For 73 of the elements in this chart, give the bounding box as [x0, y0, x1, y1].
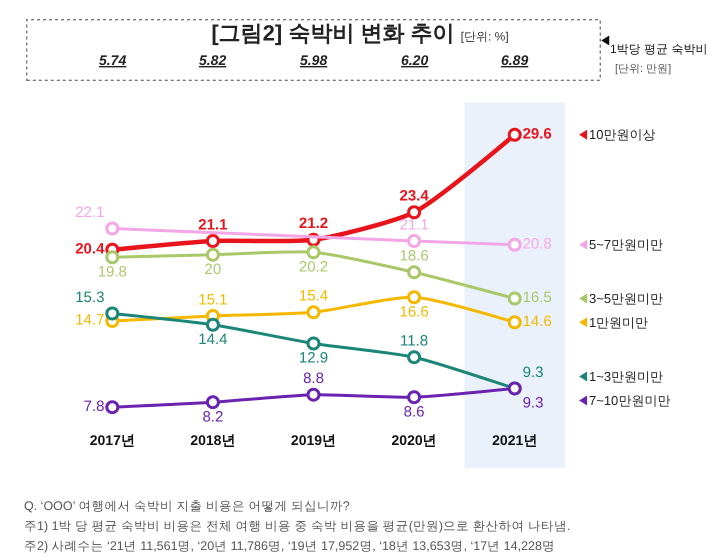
- data-label: 21.1: [198, 216, 228, 234]
- text: 1박당 평균 숙박비: [610, 42, 708, 56]
- data-label: 11.8: [400, 332, 428, 350]
- legend-label: 10만원이상: [589, 127, 656, 142]
- text: 6.89: [501, 52, 528, 68]
- text: 5.74: [99, 52, 126, 68]
- chart-subtitle: [단위: %]: [460, 30, 509, 44]
- legend-label: 1만원미만: [589, 315, 648, 330]
- point: [407, 205, 422, 220]
- data-label: 8.2: [202, 408, 224, 426]
- data-label: 21.2: [298, 215, 328, 232]
- point: [508, 128, 522, 142]
- data-label: 16.6: [400, 303, 429, 320]
- legend-label: 5~7만원미만: [589, 237, 664, 252]
- data-label: 14.6: [522, 312, 552, 330]
- point: [105, 222, 120, 236]
- data-label: 22.1: [75, 204, 104, 221]
- point: [105, 250, 120, 264]
- data-label: 7.8: [84, 398, 104, 415]
- data-label: 29.6: [522, 126, 552, 143]
- data-label: 19.8: [98, 263, 127, 280]
- legend-label: 3~5만원미만: [589, 291, 664, 306]
- point: [306, 336, 320, 350]
- point: [306, 245, 320, 260]
- legend-label: 1~3만원미만: [589, 369, 664, 384]
- data-label: 23.4: [400, 188, 430, 205]
- point: [206, 248, 220, 262]
- point: [206, 395, 220, 410]
- point: [508, 238, 522, 252]
- text: 5.82: [199, 52, 226, 68]
- text: Q. ‘OOO’ 여행에서 숙박비 지출 비용은 어떻게 되십니까?: [24, 499, 350, 513]
- text: [단위: 만원]: [615, 63, 672, 75]
- point: [407, 350, 422, 364]
- data-label: 15.3: [75, 288, 104, 306]
- text: 주1) 1박 당 평균 숙박비 비용은 전체 여행 비용 중 숙박 비용을 평균(만원)으로 환산하여 나타냄.: [24, 519, 570, 533]
- data-label: 12.9: [298, 350, 328, 367]
- chart-title: [그림2] 숙박비 변화 추이: [211, 20, 455, 46]
- data-label: 15.1: [198, 291, 228, 308]
- point: [306, 305, 320, 320]
- point: [508, 315, 522, 330]
- point: [105, 400, 120, 414]
- data-label: 14.4: [198, 330, 228, 348]
- legend-label: 7~10만원미만: [589, 393, 670, 408]
- data-label: 9.3: [522, 394, 544, 412]
- data-label: 8.8: [303, 370, 324, 388]
- point: [407, 234, 422, 248]
- point: [206, 318, 220, 332]
- data-label: 18.6: [400, 248, 429, 265]
- point: [407, 265, 422, 280]
- point: [508, 291, 522, 306]
- x-tick-label: 2021년: [492, 432, 538, 448]
- data-label: 8.6: [404, 403, 425, 420]
- data-label: 20.8: [522, 236, 552, 252]
- data-label: 20: [204, 260, 222, 278]
- point: [206, 234, 220, 248]
- x-tick-label: 2018년: [190, 432, 236, 448]
- data-label: 15.4: [298, 288, 328, 305]
- text: 5.98: [300, 52, 328, 68]
- x-tick-label: 2019년: [290, 432, 336, 448]
- data-label: 9.3: [522, 364, 544, 381]
- data-label: 20.2: [298, 258, 328, 276]
- point: [306, 388, 320, 402]
- data-label: 20.4: [75, 240, 106, 258]
- text: 6.20: [401, 52, 428, 68]
- data-label: 14.7: [75, 312, 104, 329]
- point: [105, 306, 120, 320]
- text: 주2) 사례수는 ‘21년 11,561명, ‘20년 11,786명, ‘19년 17,952명, ‘18년 13,653명, ‘17년 14,228명: [24, 539, 555, 553]
- x-tick-label: 2020년: [392, 432, 437, 448]
- point: [407, 290, 422, 304]
- point: [407, 390, 422, 404]
- x-tick-label: 2017년: [90, 432, 135, 448]
- data-label: 21.1: [400, 216, 429, 234]
- data-label: 16.5: [522, 289, 552, 306]
